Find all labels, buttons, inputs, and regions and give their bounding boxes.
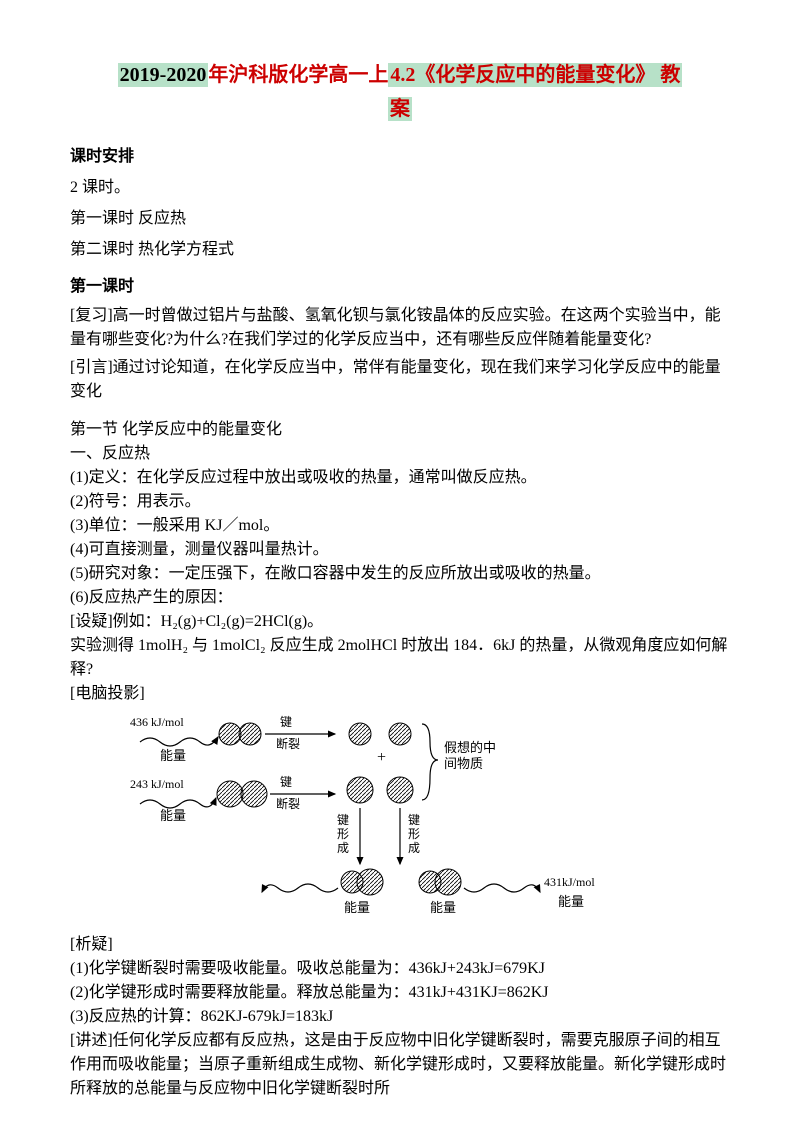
analysis-3: (3)反应热的计算：862KJ-679kJ=183kJ [70,1005,730,1029]
schedule-count: 2 课时。 [70,174,730,201]
schedule-p2: 第二课时 热化学方程式 [70,236,730,263]
diag-e-436: 436 kJ/mol [130,715,184,729]
diag-form-1c: 成 [337,841,349,855]
def-2: (2)符号：用表示。 [70,490,730,514]
analysis-1: (1)化学键断裂时需要吸收能量。吸收总能量为：436kJ+243kJ=679KJ [70,957,730,981]
energy-diagram: 436 kJ/mol 能量 键 断裂 + 243 kJ/mol 能量 键 断裂 … [130,712,630,927]
diag-plus-1: + [377,749,386,766]
intro-text: [引言]通过讨论知道，在化学反应当中，常伴有能量变化，现在我们来学习化学反应中的… [70,356,730,404]
doubt-text: [设疑]例如：H₂(g)+Cl₂(g)=2HCl(g)。 [70,610,730,634]
diag-break-2: 键 [280,775,292,789]
diag-lbl-energy-4: 能量 [430,900,456,915]
title-red-hl: 4.2《化学反应中的能量变化》 教 [388,63,682,87]
page-title-line1: 2019-2020年沪科版化学高一上4.2《化学反应中的能量变化》 教 [70,60,730,90]
title-rest1: 年沪科版化学高一上 [208,64,388,86]
page-title-line2: 案 [70,94,730,124]
def-3: (3)单位：一般采用 KJ／mol。 [70,514,730,538]
diag-lbl-energy-1: 能量 [160,748,186,763]
title-line2-text: 案 [388,97,412,121]
diag-form-1a: 键 [337,813,349,827]
section-title: 第一节 化学反应中的能量变化 [70,418,730,442]
diag-break-2b: 断裂 [276,796,300,811]
diag-mid-label-2: 间物质 [444,756,483,771]
diag-form-1b: 形 [337,827,349,841]
diag-form-2a: 键 [408,813,420,827]
schedule-p1: 第一课时 反应热 [70,205,730,232]
diag-lbl-energy-3: 能量 [344,900,370,915]
diag-break-1b: 断裂 [276,736,300,751]
proj-label: [电脑投影] [70,682,730,706]
def-1: (1)定义：在化学反应过程中放出或吸收的热量，通常叫做反应热。 [70,466,730,490]
analysis-header: [析疑] [70,933,730,957]
diag-form-2b: 形 [408,827,420,841]
def-5: (5)研究对象：一定压强下，在敞口容器中发生的反应所放出或吸收的热量。 [70,562,730,586]
exp-text: 实验测得 1molH₂ 与 1molCl₂ 反应生成 2molHCl 时放出 1… [70,634,730,682]
analysis-2: (2)化学键形成时需要释放能量。释放总能量为：431kJ+431KJ=862KJ [70,981,730,1005]
lesson1-header: 第一课时 [70,272,730,296]
diag-mid-label-1: 假想的中 [444,740,496,755]
diag-lbl-energy-2: 能量 [160,808,186,823]
diagram-svg: 436 kJ/mol 能量 键 断裂 + 243 kJ/mol 能量 键 断裂 … [130,712,630,922]
diag-e-243: 243 kJ/mol [130,777,184,791]
def-6: (6)反应热产生的原因： [70,586,730,610]
diag-break-1: 键 [280,715,292,729]
schedule-header: 课时安排 [70,142,730,166]
review-text: [复习]高一时曾做过铝片与盐酸、氢氧化钡与氯化铵晶体的反应实验。在这两个实验当中… [70,304,730,352]
diag-form-2c: 成 [408,841,420,855]
def-4: (4)可直接测量，测量仪器叫量热计。 [70,538,730,562]
title-year-highlight: 2019-2020 [118,63,209,87]
explain-text: [讲述]任何化学反应都有反应热，这是由于反应物中旧化学键断裂时，需要克服原子间的… [70,1029,730,1101]
diag-e-431: 431kJ/mol [544,875,595,889]
subsection-1: 一、反应热 [70,442,730,466]
diag-lbl-energy-5: 能量 [558,894,584,909]
